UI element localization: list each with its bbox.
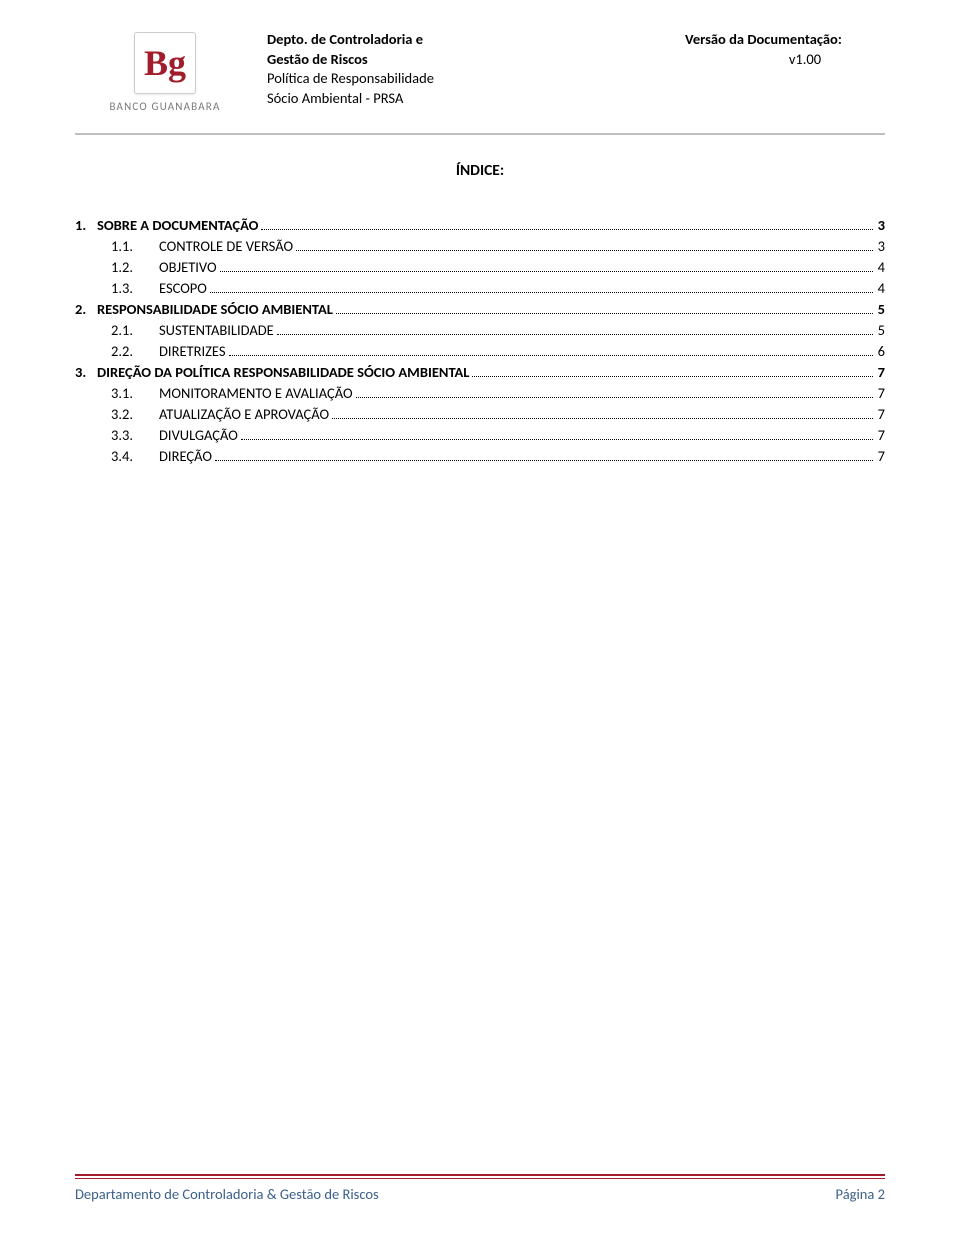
toc-page: 6 bbox=[876, 342, 885, 360]
toc-label: RESPONSABILIDADE SÓCIO AMBIENTAL bbox=[97, 300, 333, 318]
toc-leader-dots bbox=[220, 271, 873, 272]
toc-row: 2.2.DIRETRIZES 6 bbox=[75, 342, 885, 360]
toc-number: 3. bbox=[75, 363, 97, 381]
toc-number: 1.1. bbox=[111, 237, 159, 255]
page-footer: Departamento de Controladoria & Gestão d… bbox=[75, 1174, 885, 1204]
footer-row: Departamento de Controladoria & Gestão d… bbox=[75, 1185, 885, 1203]
toc-page: 3 bbox=[876, 216, 885, 234]
toc-label: SOBRE A DOCUMENTAÇÃO bbox=[97, 216, 258, 234]
toc-row: 1.2.OBJETIVO 4 bbox=[75, 258, 885, 276]
logo-icon: Bg bbox=[134, 32, 196, 94]
toc-number: 1.3. bbox=[111, 279, 159, 297]
toc-leader-dots bbox=[332, 418, 873, 419]
toc-row: 3.4.DIREÇÃO 7 bbox=[75, 447, 885, 465]
toc-label: CONTROLE DE VERSÃO bbox=[159, 237, 293, 255]
header-department: Depto. de Controladoria e Gestão de Risc… bbox=[267, 30, 673, 108]
toc-page: 7 bbox=[876, 405, 885, 423]
toc-leader-dots bbox=[215, 460, 873, 461]
dept-line-1: Depto. de Controladoria e bbox=[267, 30, 673, 50]
toc-page: 7 bbox=[876, 363, 885, 381]
toc-label: OBJETIVO bbox=[159, 258, 217, 276]
toc-leader-dots bbox=[296, 250, 873, 251]
toc-leader-dots bbox=[261, 229, 872, 230]
toc-label: DIVULGAÇÃO bbox=[159, 426, 238, 444]
logo-monogram: Bg bbox=[144, 45, 186, 81]
toc-leader-dots bbox=[277, 334, 873, 335]
toc-label: ATUALIZAÇÃO E APROVAÇÃO bbox=[159, 405, 329, 423]
toc-leader-dots bbox=[229, 355, 873, 356]
toc-number: 1. bbox=[75, 216, 97, 234]
toc-page: 4 bbox=[876, 258, 885, 276]
toc-page: 7 bbox=[876, 384, 885, 402]
toc-leader-dots bbox=[336, 313, 873, 314]
toc-label: SUSTENTABILIDADE bbox=[159, 321, 274, 339]
toc-row: 2.1.SUSTENTABILIDADE 5 bbox=[75, 321, 885, 339]
toc-leader-dots bbox=[241, 439, 873, 440]
toc-number: 2.1. bbox=[111, 321, 159, 339]
toc-page: 3 bbox=[876, 237, 885, 255]
toc-row: 3.1.MONITORAMENTO E AVALIAÇÃO 7 bbox=[75, 384, 885, 402]
header-version: Versão da Documentação: v1.00 bbox=[685, 30, 885, 69]
toc-label: ESCOPO bbox=[159, 279, 207, 297]
policy-line-2: Sócio Ambiental - PRSA bbox=[267, 89, 673, 109]
toc-number: 2. bbox=[75, 300, 97, 318]
logo-block: Bg BANCO GUANABARA bbox=[75, 30, 255, 113]
bank-name: BANCO GUANABARA bbox=[109, 100, 220, 113]
version-label: Versão da Documentação: bbox=[685, 30, 885, 50]
toc-row: 1.SOBRE A DOCUMENTAÇÃO 3 bbox=[75, 216, 885, 234]
header-divider bbox=[75, 133, 885, 135]
toc-page: 4 bbox=[876, 279, 885, 297]
footer-page-number: Página 2 bbox=[836, 1185, 885, 1203]
toc-row: 1.3.ESCOPO 4 bbox=[75, 279, 885, 297]
toc-page: 5 bbox=[876, 321, 885, 339]
toc-row: 3.DIREÇÃO DA POLÍTICA RESPONSABILIDADE S… bbox=[75, 363, 885, 381]
toc-number: 3.2. bbox=[111, 405, 159, 423]
policy-line-1: Política de Responsabilidade bbox=[267, 69, 673, 89]
toc-number: 3.3. bbox=[111, 426, 159, 444]
document-page: Bg BANCO GUANABARA Depto. de Controlador… bbox=[0, 0, 960, 1237]
toc-label: DIREÇÃO bbox=[159, 447, 212, 465]
toc-number: 3.4. bbox=[111, 447, 159, 465]
toc-leader-dots bbox=[356, 397, 873, 398]
index-title: ÍNDICE: bbox=[75, 161, 885, 180]
toc-label: DIREÇÃO DA POLÍTICA RESPONSABILIDADE SÓC… bbox=[97, 363, 469, 381]
toc-row: 3.3.DIVULGAÇÃO 7 bbox=[75, 426, 885, 444]
footer-department: Departamento de Controladoria & Gestão d… bbox=[75, 1185, 379, 1203]
toc-leader-dots bbox=[472, 376, 872, 377]
toc-row: 2.RESPONSABILIDADE SÓCIO AMBIENTAL 5 bbox=[75, 300, 885, 318]
toc-number: 2.2. bbox=[111, 342, 159, 360]
footer-rule-thick bbox=[75, 1174, 885, 1177]
toc-label: DIRETRIZES bbox=[159, 342, 226, 360]
toc-page: 7 bbox=[876, 426, 885, 444]
page-header: Bg BANCO GUANABARA Depto. de Controlador… bbox=[75, 30, 885, 125]
toc-leader-dots bbox=[210, 292, 873, 293]
toc-row: 3.2.ATUALIZAÇÃO E APROVAÇÃO 7 bbox=[75, 405, 885, 423]
toc-label: MONITORAMENTO E AVALIAÇÃO bbox=[159, 384, 353, 402]
table-of-contents: 1.SOBRE A DOCUMENTAÇÃO31.1.CONTROLE DE V… bbox=[75, 216, 885, 465]
dept-line-2: Gestão de Riscos bbox=[267, 50, 673, 70]
footer-rule-thin bbox=[75, 1178, 885, 1179]
toc-row: 1.1.CONTROLE DE VERSÃO 3 bbox=[75, 237, 885, 255]
toc-number: 3.1. bbox=[111, 384, 159, 402]
toc-page: 7 bbox=[876, 447, 885, 465]
version-value: v1.00 bbox=[685, 50, 885, 70]
toc-number: 1.2. bbox=[111, 258, 159, 276]
toc-page: 5 bbox=[876, 300, 885, 318]
